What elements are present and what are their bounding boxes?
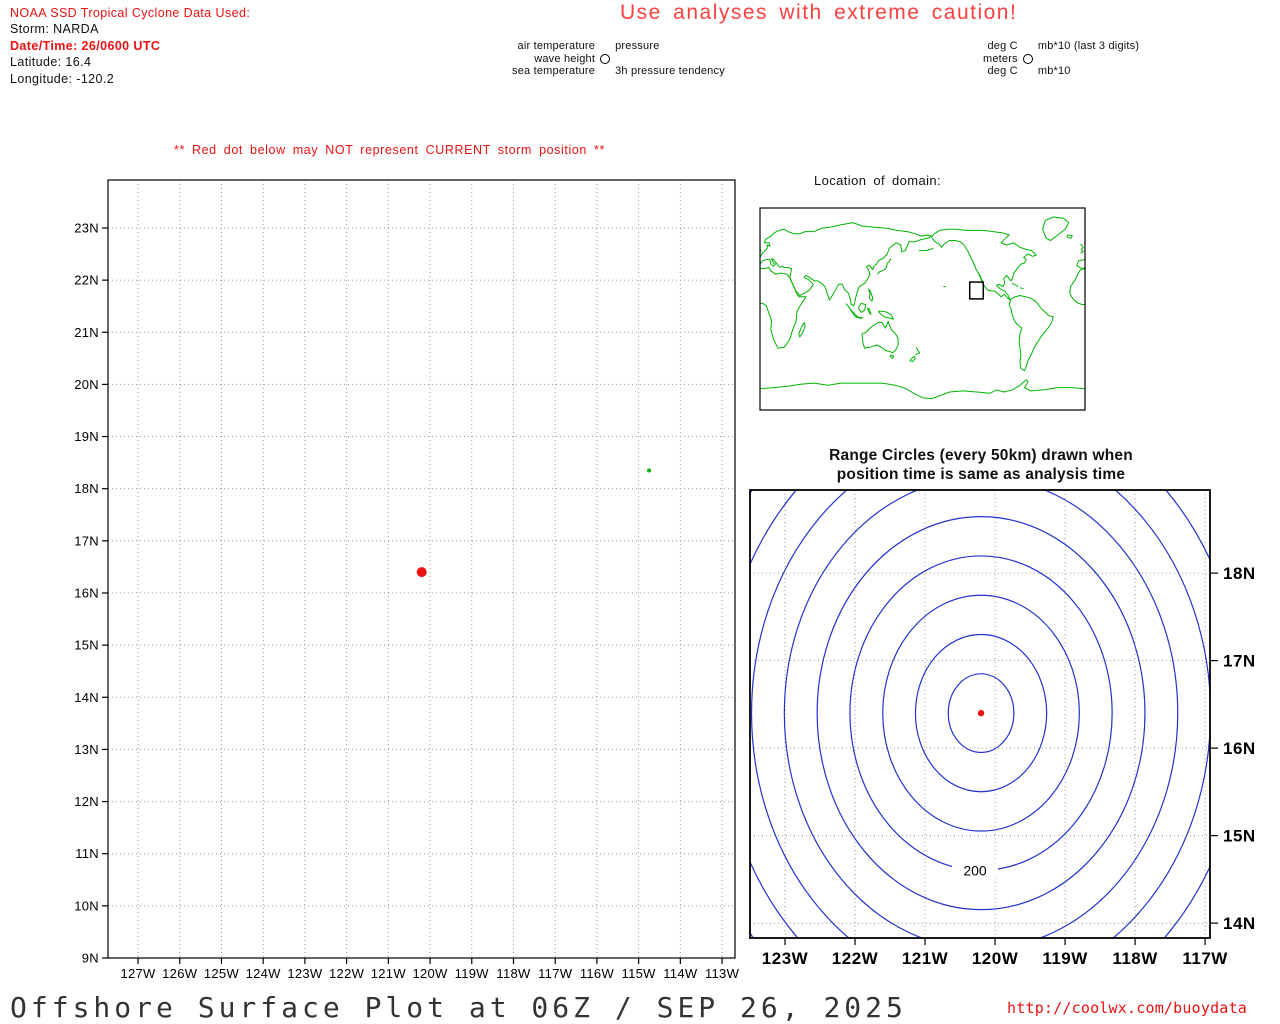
units-air-temp: deg C [987,40,1018,52]
main-y-tick-label: 13N [74,742,99,757]
main-y-tick-label: 16N [74,585,99,600]
longitude-line: Longitude: -120.2 [10,71,115,86]
main-x-tick-label: 121W [371,966,407,981]
units-wave-height: meters [983,52,1018,65]
main-y-tick-label: 11N [75,846,99,861]
main-x-tick-label: 126W [162,966,198,981]
storm-position-dot [416,567,427,578]
units-pressure-tendency: mb*10 [1037,65,1071,78]
main-y-tick-label: 20N [74,377,99,392]
world-coastlines [760,216,1085,400]
range-circles-plot: 123W 122W 121W 120W 119W 118W 117W 14N 15N 16N 17N… [749,489,1256,968]
main-x-tick-label: 120W [412,966,448,981]
range-x-tick-label: 118W [1112,949,1158,968]
main-y-tick-label: 18N [74,481,99,496]
storm-position-warning: ** Red dot below may NOT represent CURRE… [174,143,605,157]
station-circle-icon [600,53,611,64]
main-y-tick-label: 9N [82,951,99,966]
range-x-tick-label: 121W [902,949,949,968]
range-x-tick-label: 120W [972,949,1019,968]
main-x-tick-label: 125W [204,966,240,981]
range-circle-450km [750,490,1210,938]
main-y-tick-label: 21N [74,325,99,340]
main-x-tick-label: 116W [580,966,615,981]
units-sea-temp: deg C [987,65,1018,78]
main-x-tick-label: 119W [455,966,490,981]
legend-air-temperature: air temperature [517,40,596,52]
legend-sea-temperature: sea temperature [512,65,596,78]
range-circles-title: Range Circles (every 50km) drawn when po… [750,446,1212,484]
main-x-tick-label: 123W [287,966,323,981]
main-y-tick-label: 10N [74,898,99,913]
range-x-tick-label: 117W [1182,949,1228,968]
units-circle-icon [1022,53,1033,64]
caution-banner: Use analyses with extreme caution! [620,1,1018,24]
station-model-legend: air temperature wave height sea temperat… [512,40,725,78]
range-circle-100km [914,633,1048,793]
legend-pressure: pressure [615,40,660,52]
main-x-tick-label: 117W [538,966,573,981]
data-source-line: NOAA SSD Tropical Cyclone Data Used: [10,6,251,20]
main-y-tick-label: 14N [74,690,99,705]
range-x-tick-label: 119W [1042,949,1088,968]
range-circle-distance-label: 200 [963,862,987,878]
main-x-tick-label: 124W [246,966,282,981]
range-title-line1: Range Circles (every 50km) drawn when [829,447,1133,464]
inset-title: Location of domain: [814,173,942,188]
storm-info-block: NOAA SSD Tropical Cyclone Data Used: Sto… [10,5,250,87]
units-pressure: mb*10 (last 3 digits) [1037,40,1140,52]
main-x-tick-label: 115W [622,966,657,981]
footer-url: http://coolwx.com/buoydata [1007,999,1247,1017]
main-x-tick-label: 118W [496,966,531,981]
main-x-tick-label: 122W [329,966,365,981]
range-y-tick-label: 14N [1223,914,1256,933]
range-y-tick-label: 15N [1223,827,1256,846]
range-circle-50km [947,673,1015,754]
footer-title: Offshore Surface Plot at 06Z / SEP 26, 2… [10,991,907,1024]
world-map-inset [759,207,1086,411]
legend-pressure-tendency: 3h pressure tendency [615,65,725,78]
range-x-tick-label: 122W [832,949,879,968]
range-circle-250km [816,516,1146,911]
storm-name-line: Storm: NARDA [10,22,99,37]
datetime-line: Date/Time: 26/0600 UTC [10,38,161,53]
range-title-line2: position time is same as analysis time [836,466,1126,483]
surface-observation-mark [647,468,652,473]
legend-wave-height: wave height [534,52,596,65]
main-y-tick-label: 22N [74,273,99,288]
main-y-tick-label: 23N [74,220,99,235]
units-legend: deg C meters deg C mb*10 (last 3 digits)… [983,40,1139,78]
range-y-tick-label: 18N [1223,564,1256,583]
range-y-tick-label: 16N [1223,739,1256,758]
range-circle-300km [783,490,1179,938]
domain-rectangle [968,281,985,300]
latitude-line: Latitude: 16.4 [10,55,92,70]
main-y-tick-label: 17N [74,533,99,548]
main-x-tick-label: 114W [663,966,698,981]
main-y-tick-label: 12N [74,794,99,809]
main-x-tick-label: 113W [705,966,740,981]
main-x-tick-label: 127W [120,966,156,981]
range-y-tick-label: 17N [1223,652,1256,671]
range-circle-350km [751,490,1210,938]
main-y-tick-label: 15N [74,638,99,653]
range-circle-150km [882,594,1080,832]
range-circles-group: 200 [750,490,1210,938]
range-x-tick-label: 123W [762,949,809,968]
main-y-tick-label: 19N [74,429,99,444]
range-center-storm-dot [977,709,985,717]
main-plot: 127W 126W 125W 124W 123W 122W 121W 120W 119W 118W… [74,179,740,981]
